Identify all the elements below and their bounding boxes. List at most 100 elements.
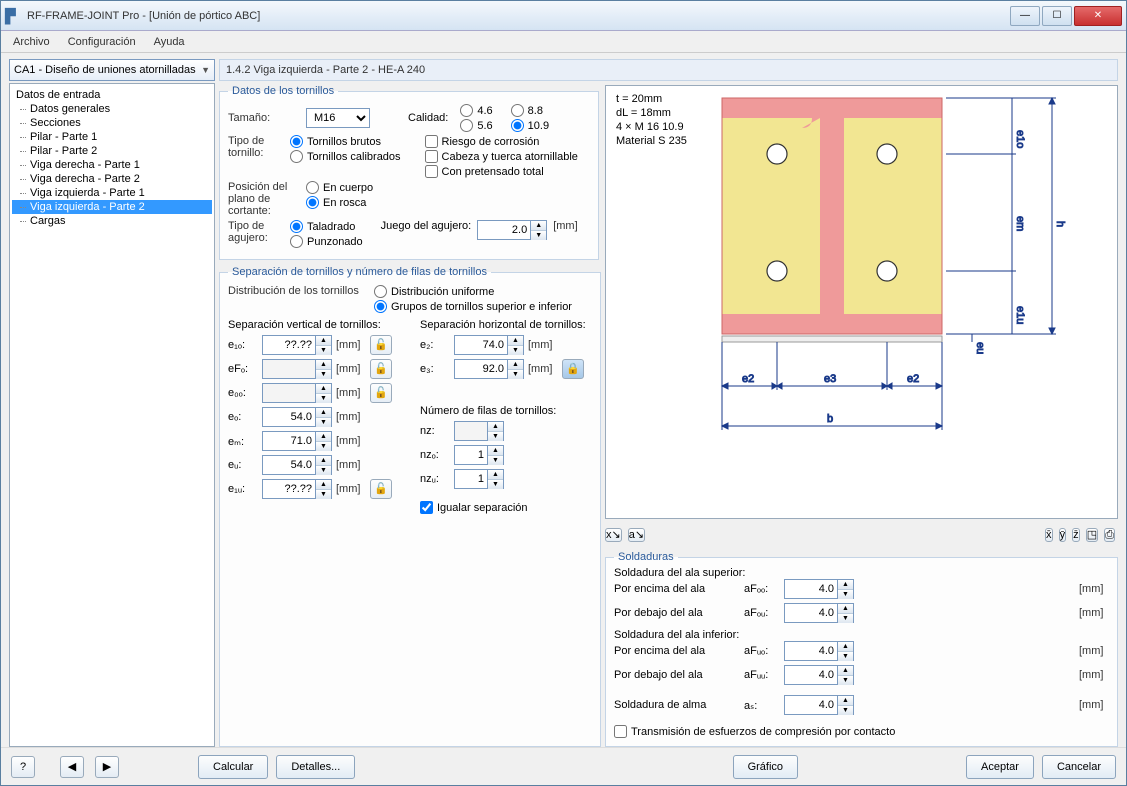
chk-cabeza[interactable]: Cabeza y tuerca atornillable (425, 150, 578, 163)
nzu-spin[interactable]: ▲▼ (454, 469, 524, 489)
nz-spin[interactable]: ▲▼ (454, 421, 524, 441)
calidad-label: Calidad: (408, 112, 448, 124)
prev-button[interactable]: ◀ (60, 756, 84, 778)
e3-lock[interactable]: 🔒 (562, 359, 584, 379)
juego-spin[interactable]: ▲▼ (477, 220, 547, 240)
agujero-punzonado[interactable]: Punzonado (290, 235, 363, 248)
debajo1: Por debajo del ala (614, 607, 744, 619)
juego-unit: [mm] (553, 220, 577, 232)
e3-label: e₃: (420, 363, 450, 375)
e2-label: e₂: (420, 339, 450, 351)
e0o-spin[interactable]: ▲▼ (262, 383, 332, 403)
e1o-lock[interactable]: 🔓 (370, 335, 392, 355)
tree-item[interactable]: Secciones (12, 116, 212, 130)
e1u-lock[interactable]: 🔓 (370, 479, 392, 499)
eFo-label: eFₒ: (228, 363, 258, 375)
tree-item[interactable]: Pilar - Parte 1 (12, 130, 212, 144)
chk-transmision[interactable]: Transmisión de esfuerzos de compresión p… (614, 725, 1109, 738)
e1u-spin[interactable]: ▲▼ (262, 479, 332, 499)
eo-spin[interactable]: ▲▼ (262, 407, 332, 427)
tool-vy[interactable]: ȳ (1059, 528, 1067, 542)
group-tornillos-legend: Datos de los tornillos (228, 85, 338, 97)
agujero-label: Tipo de agujero: (228, 220, 284, 244)
tree-item[interactable]: Datos generales (12, 102, 212, 116)
next-button[interactable]: ▶ (95, 756, 119, 778)
cancelar-button[interactable]: Cancelar (1042, 755, 1116, 779)
tt-calibrados[interactable]: Tornillos calibrados (290, 150, 401, 163)
tree-item[interactable]: Viga derecha - Parte 2 (12, 172, 212, 186)
tool-vz[interactable]: z̄ (1072, 528, 1080, 542)
tt-brutos[interactable]: Tornillos brutos (290, 135, 401, 148)
close-button[interactable]: ✕ (1074, 6, 1122, 26)
tool-iso[interactable]: ◳ (1086, 528, 1098, 542)
calidad-109[interactable]: 10.9 (511, 119, 549, 132)
agujero-taladrado[interactable]: Taladrado (290, 220, 363, 233)
chk-igualar[interactable]: Igualar separación (420, 501, 592, 514)
svg-text:e1o: e1o (1014, 130, 1026, 148)
em-spin[interactable]: ▲▼ (262, 431, 332, 451)
tree-item[interactable]: Pilar - Parte 2 (12, 144, 212, 158)
as-spin[interactable]: ▲▼ (784, 695, 1079, 715)
tool-vx[interactable]: x̄ (1045, 528, 1053, 542)
aFou-spin[interactable]: ▲▼ (784, 603, 1079, 623)
aFou-lbl: aFₒᵤ: (744, 607, 784, 619)
e2-spin[interactable]: ▲▼ (454, 335, 524, 355)
tree-root[interactable]: Datos de entrada (12, 88, 212, 102)
calidad-88[interactable]: 8.8 (511, 104, 549, 117)
tree-item[interactable]: Cargas (12, 214, 212, 228)
help-button[interactable]: ? (11, 756, 35, 778)
tool-x[interactable]: x↘ (605, 528, 622, 542)
aceptar-button[interactable]: Aceptar (966, 755, 1034, 779)
chk-pretensado[interactable]: Con pretensado total (425, 165, 578, 178)
dist-grupos[interactable]: Grupos de tornillos superior e inferior (374, 300, 572, 313)
menu-file[interactable]: Archivo (13, 36, 50, 48)
case-combo[interactable]: CA1 - Diseño de uniones atornilladas ▼ (9, 59, 215, 81)
eFo-lock[interactable]: 🔓 (370, 359, 392, 379)
calidad-56[interactable]: 5.6 (460, 119, 492, 132)
e3-spin[interactable]: ▲▼ (454, 359, 524, 379)
plano-cuerpo[interactable]: En cuerpo (306, 181, 373, 194)
tool-print[interactable]: ⎙ (1104, 528, 1115, 542)
minimize-button[interactable]: — (1010, 6, 1040, 26)
calidad-46[interactable]: 4.6 (460, 104, 492, 117)
aFuo-spin[interactable]: ▲▼ (784, 641, 1079, 661)
tree-item[interactable]: Viga izquierda - Parte 2 (12, 200, 212, 214)
tree-item[interactable]: Viga derecha - Parte 1 (12, 158, 212, 172)
bottom-bar: ? ◀ ▶ Calcular Detalles... Gráfico Acept… (1, 747, 1126, 785)
tipo-tornillo-label: Tipo de tornillo: (228, 135, 284, 159)
e0o-lock[interactable]: 🔓 (370, 383, 392, 403)
dist-uniforme[interactable]: Distribución uniforme (374, 285, 572, 298)
eu-spin[interactable]: ▲▼ (262, 455, 332, 475)
menu-config[interactable]: Configuración (68, 36, 136, 48)
menu-help[interactable]: Ayuda (154, 36, 185, 48)
content-area: CA1 - Diseño de uniones atornilladas ▼ D… (1, 53, 1126, 747)
case-combo-text: CA1 - Diseño de uniones atornilladas (14, 64, 196, 76)
calcular-button[interactable]: Calcular (198, 755, 268, 779)
e1o-label: e₁ₒ: (228, 339, 258, 351)
e1o-spin[interactable]: ▲▼ (262, 335, 332, 355)
tool-a[interactable]: a↘ (628, 528, 645, 542)
sepH-label: Separación horizontal de tornillos: (420, 319, 592, 331)
chk-riesgo[interactable]: Riesgo de corrosión (425, 135, 578, 148)
tamano-label: Tamaño: (228, 112, 300, 124)
aFuu-spin[interactable]: ▲▼ (784, 665, 1079, 685)
grafico-button[interactable]: Gráfico (733, 755, 798, 779)
e1u-label: e₁ᵤ: (228, 483, 258, 495)
section-header: 1.4.2 Viga izquierda - Parte 2 - HE-A 24… (219, 59, 1118, 81)
nzo-spin[interactable]: ▲▼ (454, 445, 524, 465)
window-title: RF-FRAME-JOINT Pro - [Unión de pórtico A… (27, 10, 1010, 22)
eFo-spin[interactable]: ▲▼ (262, 359, 332, 379)
detalles-button[interactable]: Detalles... (276, 755, 355, 779)
group-separacion: Separación de tornillos y número de fila… (219, 266, 601, 747)
aFoo-lbl: aFₒₒ: (744, 583, 784, 595)
group-separacion-legend: Separación de tornillos y número de fila… (228, 266, 491, 278)
aFoo-spin[interactable]: ▲▼ (784, 579, 1079, 599)
maximize-button[interactable]: ☐ (1042, 6, 1072, 26)
plano-rosca[interactable]: En rosca (306, 196, 373, 209)
tree-item[interactable]: Viga izquierda - Parte 1 (12, 186, 212, 200)
tamano-select[interactable]: M16 (306, 108, 370, 128)
svg-text:b: b (827, 413, 833, 425)
eu-label: eᵤ: (228, 459, 258, 471)
canvas-toolbar: x↘ a↘ x̄ ȳ z̄ ◳ ⎙ (605, 523, 1118, 547)
dist-label: Distribución de los tornillos (228, 285, 368, 297)
